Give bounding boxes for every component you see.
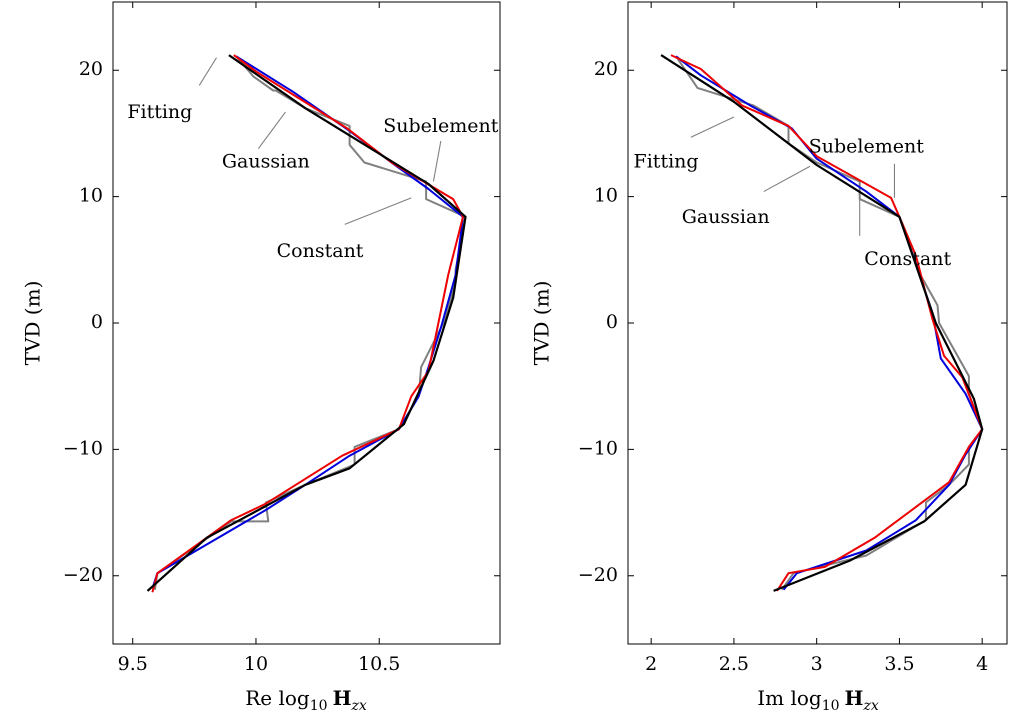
annotation-label-gaussian: Gaussian — [222, 151, 310, 173]
axis-ticks: 2 2.5 3 3.5 4 20 10 0 −10 −20 — [578, 2, 1007, 675]
annotation-label-subelement: Subelement — [809, 135, 924, 157]
left-panel-real-part: 9.5 10 10.5 20 10 0 −10 −20 Fitting Gaussian Sube… — [21, 1, 501, 714]
x-axis-title: Im log10 Hzx — [757, 686, 879, 714]
series-group — [660, 54, 984, 592]
x-tick-label: 9.5 — [118, 653, 148, 675]
y-tick-label: −10 — [63, 437, 103, 459]
series-line-constant — [675, 55, 984, 591]
annotation-group: Fitting Gaussian Subelement Constant — [127, 57, 499, 262]
x-tick-label: 10 — [244, 653, 268, 675]
x-tick-label: 3.5 — [884, 653, 914, 675]
annotation-label-constant: Constant — [864, 248, 951, 270]
x-tick-label: 2.5 — [719, 653, 749, 675]
series-line-fitting — [660, 54, 984, 592]
x-axis-title-zx: zx — [350, 698, 366, 714]
x-axis-title-sub: 10 — [822, 698, 840, 714]
y-tick-label: 20 — [594, 58, 618, 80]
x-tick-label: 4 — [976, 653, 988, 675]
annotation-label-fitting: Fitting — [127, 101, 192, 123]
series-line-subelement — [670, 54, 984, 592]
y-tick-label: 0 — [91, 311, 103, 333]
x-axis-title-zx: zx — [862, 698, 878, 714]
y-tick-label: −20 — [578, 564, 618, 586]
x-axis-title-h: H — [845, 686, 864, 710]
y-tick-label: 0 — [606, 311, 618, 333]
series-group — [146, 54, 467, 593]
y-tick-label: −10 — [578, 437, 618, 459]
annotation-pointer — [432, 140, 442, 182]
y-tick-label: −20 — [63, 564, 103, 586]
axis-ticks: 9.5 10 10.5 20 10 0 −10 −20 — [63, 2, 500, 675]
y-axis-title: TVD (m) — [530, 281, 554, 366]
annotation-pointer — [344, 197, 412, 225]
x-tick-label: 2 — [645, 653, 657, 675]
x-axis-title-prefix: Im log — [757, 686, 822, 710]
y-axis-title: TVD (m) — [21, 281, 45, 366]
x-tick-label: 10.5 — [358, 653, 400, 675]
annotation-label-constant: Constant — [277, 240, 364, 262]
annotation-pointer — [198, 57, 217, 86]
right-panel-imag-part: 2 2.5 3 3.5 4 20 10 0 −10 −20 Fitting Gaussian Sube… — [530, 1, 1008, 714]
x-axis-title: Re log10 Hzx — [245, 686, 367, 714]
annotation-label-subelement: Subelement — [383, 115, 498, 137]
annotation-label-gaussian: Gaussian — [682, 206, 770, 228]
annotation-pointer — [763, 165, 811, 193]
x-axis-title-prefix: Re log — [245, 686, 310, 710]
series-line-fitting — [146, 54, 467, 592]
x-axis-title-sub: 10 — [310, 698, 328, 714]
annotation-group: Fitting Gaussian Subelement Constant — [634, 116, 951, 270]
x-tick-label: 3 — [811, 653, 823, 675]
series-line-subelement — [151, 54, 464, 593]
x-axis-title-h: H — [333, 686, 352, 710]
annotation-pointer — [690, 116, 735, 138]
y-tick-label: 10 — [594, 185, 618, 207]
y-tick-label: 10 — [79, 185, 103, 207]
plot-frame — [627, 1, 1008, 645]
y-tick-label: 20 — [79, 58, 103, 80]
annotation-label-fitting: Fitting — [634, 151, 699, 173]
annotation-pointer — [257, 111, 286, 149]
